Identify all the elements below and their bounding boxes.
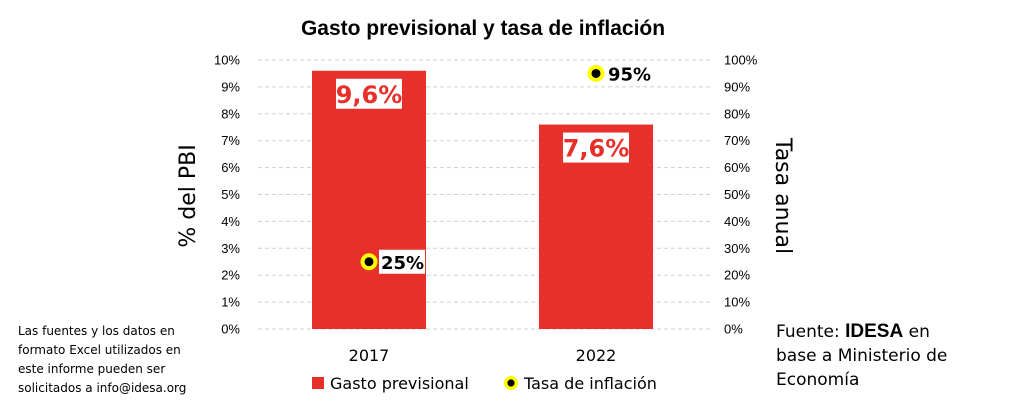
source-prefix: Fuente: bbox=[776, 322, 846, 342]
footnote-line-1: Las fuentes y los datos en bbox=[18, 324, 175, 338]
left-axis-ticks: 0% 1% 2% 3% 4% 5% 6% 7% 8% 9% 10% bbox=[214, 53, 240, 337]
left-tick-label: 9% bbox=[221, 79, 240, 94]
left-tick-label: 8% bbox=[221, 106, 240, 121]
right-tick-label: 70% bbox=[724, 133, 750, 148]
left-tick-label: 6% bbox=[221, 160, 240, 175]
inflation-label-box bbox=[606, 61, 652, 86]
footnote-line-2: formato Excel utilizados en bbox=[18, 343, 181, 357]
source-line-2: base a Ministerio de bbox=[776, 346, 948, 366]
right-tick-label: 90% bbox=[724, 79, 750, 94]
inflation-label-box bbox=[379, 249, 425, 274]
inflation-label-2017: 25% bbox=[381, 253, 424, 274]
bar-label-2022: 7,6% bbox=[563, 135, 630, 163]
legend: Gasto previsional Tasa de inflación bbox=[312, 374, 657, 393]
left-tick-label: 4% bbox=[221, 214, 240, 229]
category-label-2017: 2017 bbox=[349, 346, 390, 365]
footnote: Las fuentes y los datos en formato Excel… bbox=[18, 322, 218, 398]
inflation-point-2017 bbox=[364, 257, 374, 267]
right-tick-label: 60% bbox=[724, 160, 750, 175]
left-tick-label: 7% bbox=[221, 133, 240, 148]
right-tick-label: 40% bbox=[724, 214, 750, 229]
source-line-3: Economía bbox=[776, 370, 860, 390]
category-labels: 2017 2022 bbox=[349, 346, 617, 365]
bar-label-box bbox=[336, 78, 402, 109]
left-tick-label: 0% bbox=[221, 322, 240, 337]
bar-label-box bbox=[563, 132, 629, 163]
left-tick-label: 1% bbox=[221, 295, 240, 310]
right-axis-title: Tasa anual bbox=[770, 137, 795, 254]
right-tick-label: 50% bbox=[724, 187, 750, 202]
chart-title: Gasto previsional y tasa de inflación bbox=[301, 17, 665, 40]
right-axis-ticks: 0% 10% 20% 30% 40% 50% 60% 70% 80% 90% 100% bbox=[724, 53, 758, 337]
inflation-point-2022 bbox=[591, 68, 601, 78]
left-tick-label: 10% bbox=[214, 53, 240, 68]
legend-swatch-inflacion bbox=[507, 379, 515, 387]
bar-label-2017: 9,6% bbox=[336, 81, 403, 109]
inflation-label-2022: 95% bbox=[608, 64, 651, 85]
right-tick-label: 30% bbox=[724, 241, 750, 256]
left-tick-label: 3% bbox=[221, 241, 240, 256]
right-tick-label: 10% bbox=[724, 295, 750, 310]
footnote-line-3: este informe pueden ser bbox=[18, 362, 166, 376]
right-tick-label: 100% bbox=[724, 53, 758, 68]
legend-swatch-gasto bbox=[312, 377, 324, 389]
source-brand: IDESA bbox=[845, 321, 904, 342]
left-tick-label: 5% bbox=[221, 187, 240, 202]
source-suffix: en bbox=[903, 322, 930, 342]
legend-label-inflacion: Tasa de inflación bbox=[523, 374, 657, 393]
legend-label-gasto: Gasto previsional bbox=[330, 374, 469, 393]
inflation-series: 25% 95% bbox=[360, 61, 652, 274]
right-tick-label: 20% bbox=[724, 268, 750, 283]
left-axis-title: % del PBI bbox=[176, 144, 201, 247]
bar-series: 9,6% 7,6% bbox=[312, 70, 653, 329]
right-tick-label: 80% bbox=[724, 106, 750, 121]
source-note: Fuente: IDESA en base a Ministerio de Ec… bbox=[776, 320, 1016, 392]
category-label-2022: 2022 bbox=[576, 346, 617, 365]
footnote-line-4: solicitados a info@idesa.org bbox=[18, 381, 187, 395]
right-tick-label: 0% bbox=[724, 322, 743, 337]
bar-2017 bbox=[312, 70, 426, 329]
left-tick-label: 2% bbox=[221, 268, 240, 283]
gridlines bbox=[258, 59, 710, 330]
